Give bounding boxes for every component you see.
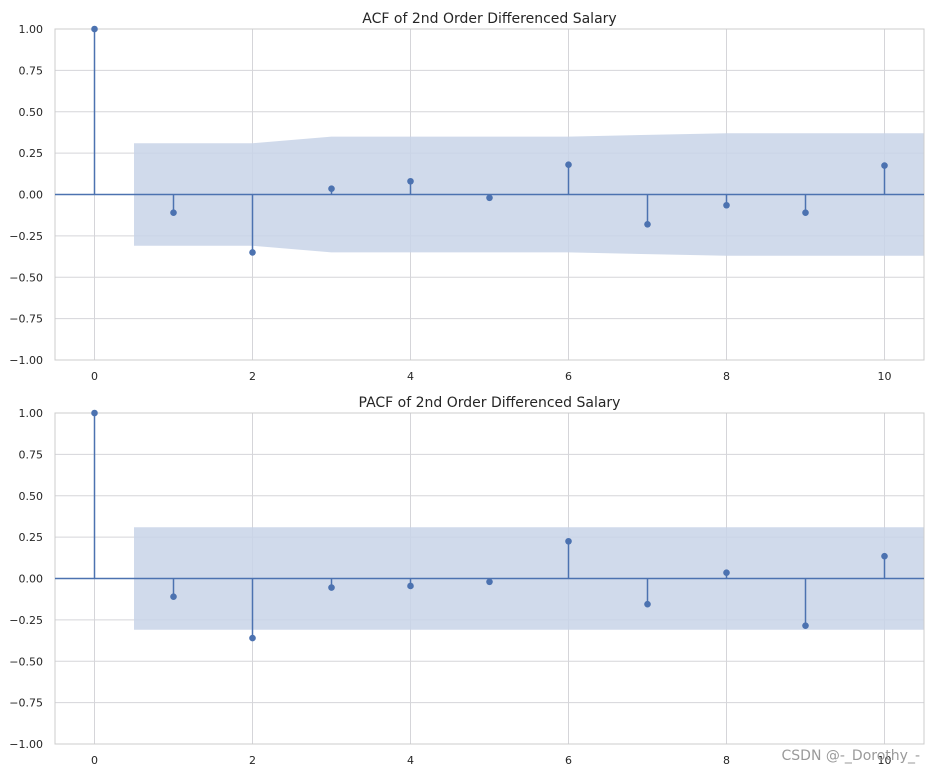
acf-point-lag-9 (802, 209, 809, 217)
pacf-ytick-label: 0.00 (19, 573, 44, 586)
pacf-point-lag-6 (565, 537, 572, 545)
pacf-point-lag-7 (644, 600, 651, 608)
pacf-point-lag-4 (407, 582, 414, 590)
acf-point-lag-5 (486, 194, 493, 202)
pacf-xtick-label: 8 (723, 754, 730, 767)
acf-ytick-label: 0.00 (19, 189, 44, 202)
pacf-point-lag-2 (249, 634, 256, 642)
pacf-point-lag-8 (723, 569, 730, 577)
pacf-xtick-label: 2 (249, 754, 256, 767)
acf-title: ACF of 2nd Order Differenced Salary (362, 11, 616, 27)
acf-xtick-label: 2 (249, 370, 256, 383)
acf-ytick-label: 0.75 (19, 64, 44, 77)
pacf-point-lag-1 (170, 593, 177, 601)
pacf-xtick-label: 4 (407, 754, 414, 767)
pacf-ytick-label: −0.25 (9, 614, 43, 627)
pacf-panel: PACF of 2nd Order Differenced Salary 1.00… (9, 395, 925, 767)
pacf-point-lag-9 (802, 622, 809, 629)
pacf-ytick-label: 1.00 (19, 407, 44, 420)
acf-xtick-label: 10 (878, 370, 892, 383)
acf-point-lag-8 (723, 201, 730, 209)
acf-ytick-label: 1.00 (19, 23, 44, 36)
pacf-ytick-label: −0.50 (9, 655, 43, 668)
pacf-ytick-label: −0.75 (9, 697, 43, 710)
acf-ytick-label: 0.25 (19, 147, 44, 160)
acf-ytick-label: 0.50 (19, 106, 44, 119)
acf-xtick-label: 6 (565, 370, 572, 383)
pacf-title: PACF of 2nd Order Differenced Salary (359, 395, 621, 411)
acf-point-lag-6 (565, 161, 572, 169)
acf-ytick-label: −0.75 (9, 313, 43, 326)
pacf-ytick-label: 0.25 (19, 531, 44, 544)
pacf-xtick-label: 0 (91, 754, 98, 767)
pacf-ytick-label: 0.75 (19, 448, 44, 461)
acf-ytick-label: −0.25 (9, 230, 43, 243)
acf-point-lag-2 (249, 249, 256, 256)
acf-point-lag-7 (644, 220, 651, 228)
acf-xtick-label: 4 (407, 370, 414, 383)
pacf-xtick-label: 10 (878, 754, 892, 767)
acf-panel: ACF of 2nd Order Differenced Salary 1.00 0… (9, 11, 925, 383)
acf-point-lag-4 (407, 177, 414, 185)
acf-point-lag-10 (881, 162, 888, 169)
acf-ytick-label: −1.00 (9, 354, 43, 367)
pacf-point-lag-3 (328, 584, 335, 591)
acf-xtick-label: 8 (723, 370, 730, 383)
pacf-xtick-label: 6 (565, 754, 572, 767)
acf-xtick-label: 0 (91, 370, 98, 383)
pacf-ytick-label: 0.50 (19, 490, 44, 503)
pacf-ytick-label: −1.00 (9, 738, 43, 751)
acf-point-lag-1 (170, 209, 177, 217)
acf-point-lag-0 (91, 25, 98, 33)
acf-point-lag-3 (328, 185, 335, 193)
pacf-point-lag-5 (486, 578, 493, 586)
pacf-point-lag-10 (881, 552, 888, 560)
watermark: CSDN @-_Dorothy_- (781, 748, 920, 764)
pacf-point-lag-0 (91, 409, 98, 417)
acf-ytick-label: −0.50 (9, 271, 43, 284)
